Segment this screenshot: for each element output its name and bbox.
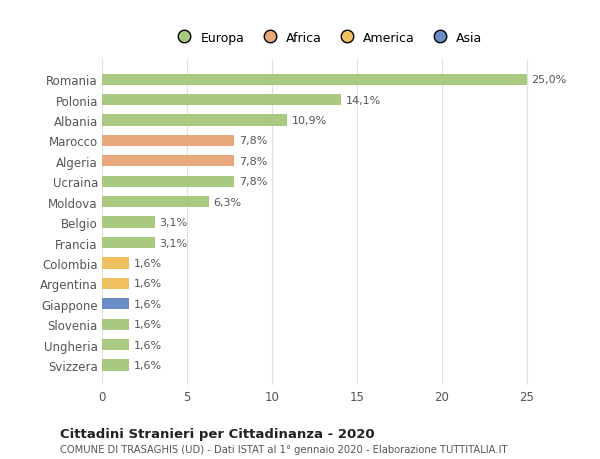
Bar <box>102 115 287 126</box>
Text: 1,6%: 1,6% <box>133 360 161 370</box>
Bar <box>102 156 235 167</box>
Text: 14,1%: 14,1% <box>346 95 381 106</box>
Bar <box>102 237 155 249</box>
Legend: Europa, Africa, America, Asia: Europa, Africa, America, Asia <box>167 27 487 50</box>
Text: 1,6%: 1,6% <box>133 299 161 309</box>
Text: 6,3%: 6,3% <box>213 197 241 207</box>
Text: 7,8%: 7,8% <box>239 177 267 187</box>
Text: 7,8%: 7,8% <box>239 157 267 167</box>
Text: 1,6%: 1,6% <box>133 340 161 350</box>
Bar <box>102 176 235 187</box>
Text: 7,8%: 7,8% <box>239 136 267 146</box>
Text: 3,1%: 3,1% <box>159 238 187 248</box>
Text: 3,1%: 3,1% <box>159 218 187 228</box>
Bar <box>102 217 155 228</box>
Bar <box>102 135 235 147</box>
Text: Cittadini Stranieri per Cittadinanza - 2020: Cittadini Stranieri per Cittadinanza - 2… <box>60 427 374 440</box>
Text: 1,6%: 1,6% <box>133 319 161 330</box>
Text: 25,0%: 25,0% <box>531 75 566 85</box>
Bar <box>102 258 129 269</box>
Bar <box>102 74 527 86</box>
Bar <box>102 278 129 289</box>
Bar <box>102 196 209 208</box>
Text: 10,9%: 10,9% <box>292 116 326 126</box>
Bar <box>102 319 129 330</box>
Bar <box>102 339 129 350</box>
Bar <box>102 359 129 371</box>
Text: 1,6%: 1,6% <box>133 258 161 269</box>
Bar <box>102 95 341 106</box>
Text: 1,6%: 1,6% <box>133 279 161 289</box>
Bar <box>102 298 129 310</box>
Text: COMUNE DI TRASAGHIS (UD) - Dati ISTAT al 1° gennaio 2020 - Elaborazione TUTTITAL: COMUNE DI TRASAGHIS (UD) - Dati ISTAT al… <box>60 444 508 454</box>
